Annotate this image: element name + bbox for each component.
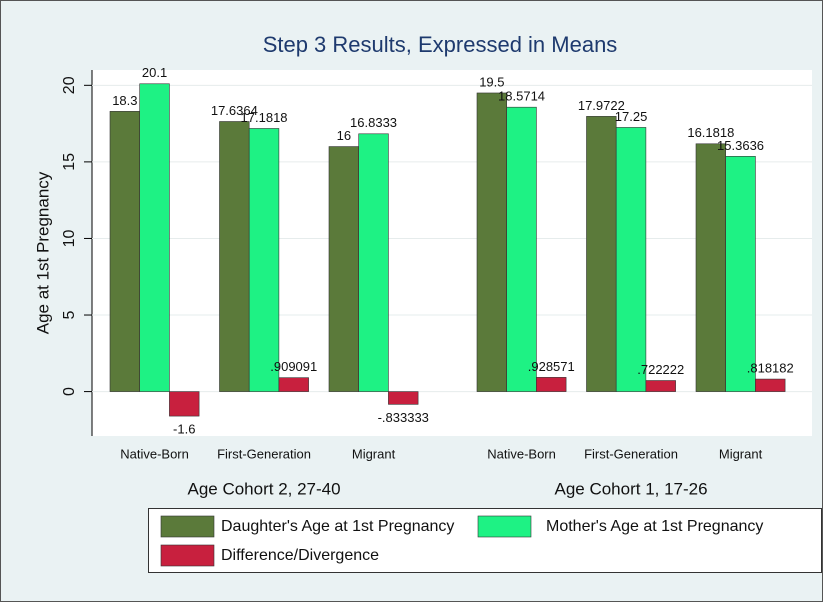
y-tick-label: 20 [61, 76, 78, 94]
bar [328, 146, 360, 392]
bar [139, 83, 170, 392]
x-tick-label: Native-Born [487, 446, 556, 461]
data-label: 17.6364 [211, 103, 258, 118]
legend-label: Daughter's Age at 1st Pregnancy [221, 518, 454, 535]
bar [695, 143, 727, 392]
legend-swatch [477, 515, 532, 538]
x-tick-label: First-Generation [584, 446, 678, 461]
bar [506, 106, 537, 392]
data-label: -.833333 [378, 410, 429, 425]
x-tick-label: Migrant [352, 446, 396, 461]
bar [645, 380, 676, 392]
legend-label: Difference/Divergence [221, 547, 379, 564]
legend-swatch [160, 544, 215, 567]
bar [536, 377, 567, 392]
data-label: 18.5714 [498, 89, 545, 104]
x-tick-label: Native-Born [120, 446, 189, 461]
data-label: 20.1 [142, 65, 167, 80]
bar [169, 391, 200, 417]
bar [248, 128, 280, 392]
legend-label: Mother's Age at 1st Pregnancy [546, 518, 763, 535]
legend-swatch [160, 515, 215, 538]
data-label: 16.8333 [350, 115, 397, 130]
data-label: 17.1818 [241, 110, 288, 125]
y-tick-label: 10 [61, 229, 78, 247]
y-tick-label: 0 [61, 387, 78, 396]
bar [615, 127, 647, 392]
group-label: Age Cohort 2, 27-40 [187, 479, 340, 498]
bar [586, 116, 617, 392]
bar [358, 133, 389, 392]
data-label: 15.3636 [717, 138, 764, 153]
bar [109, 111, 141, 392]
data-label: 17.9722 [578, 98, 625, 113]
data-label: .909091 [270, 359, 317, 374]
data-label: 16.1818 [687, 125, 734, 140]
data-label: -1.6 [173, 422, 195, 437]
bar [219, 121, 250, 392]
y-tick-label: 15 [61, 153, 78, 171]
chart-title: Step 3 Results, Expressed in Means [263, 32, 618, 57]
x-tick-label: Migrant [719, 446, 763, 461]
x-tick-label: First-Generation [217, 446, 311, 461]
plot-area [92, 70, 812, 436]
bar [725, 156, 756, 392]
data-label: 16 [337, 128, 351, 143]
bar [278, 377, 309, 392]
bar [388, 391, 419, 405]
bar [755, 378, 786, 392]
y-tick-label: 5 [61, 310, 78, 319]
data-label: 18.3 [112, 93, 137, 108]
data-label: .722222 [637, 362, 684, 377]
data-label: 19.5 [479, 74, 504, 89]
data-label: 17.25 [615, 109, 648, 124]
bar [476, 92, 508, 392]
group-label: Age Cohort 1, 17-26 [554, 479, 707, 498]
data-label: .818182 [747, 360, 794, 375]
data-label: .928571 [528, 359, 575, 374]
y-axis-label: Age at 1st Pregnancy [33, 171, 52, 334]
